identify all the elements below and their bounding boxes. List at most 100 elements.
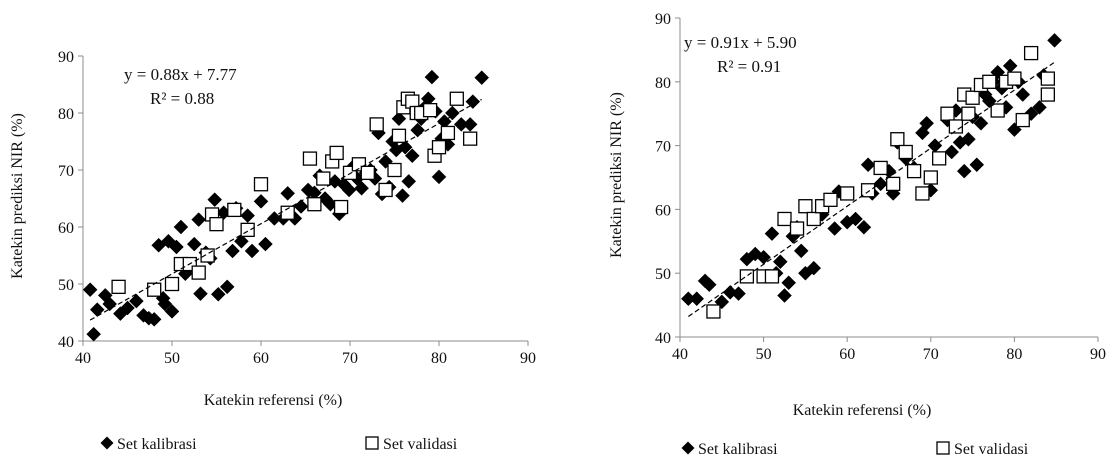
x-axis-label: Katekin referensi (%) <box>793 402 932 419</box>
r-squared-label: R² = 0.88 <box>150 89 214 108</box>
r-squared-label: R² = 0.91 <box>717 57 781 76</box>
point-kalibrasi <box>341 182 357 198</box>
point-validasi <box>378 182 393 198</box>
point-validasi <box>777 211 792 227</box>
x-tick-label: 50 <box>164 350 180 367</box>
point-validasi <box>302 151 318 166</box>
point-kalibrasi <box>207 192 223 207</box>
point-validasi <box>431 140 447 155</box>
point-kalibrasi <box>1002 58 1018 74</box>
legend-marker-validasi <box>365 436 379 450</box>
point-validasi <box>440 125 456 141</box>
legend-marker-kalibrasi <box>681 441 695 455</box>
point-kalibrasi <box>120 300 135 316</box>
point-kalibrasi <box>157 296 173 312</box>
point-kalibrasi <box>129 293 144 309</box>
point-kalibrasi <box>772 254 788 270</box>
point-kalibrasi <box>234 233 249 249</box>
x-tick-label: 80 <box>431 350 447 367</box>
point-kalibrasi <box>146 311 162 327</box>
legend-marker-validasi <box>936 441 950 455</box>
point-kalibrasi <box>856 219 872 235</box>
y-tick-label: 70 <box>655 139 671 156</box>
point-kalibrasi <box>240 208 256 223</box>
point-kalibrasi <box>89 302 105 318</box>
point-validasi <box>860 183 876 198</box>
point-kalibrasi <box>1032 99 1047 115</box>
point-kalibrasi <box>210 286 226 302</box>
legend-label-validasi: Set validasi <box>383 436 458 453</box>
point-validasi <box>391 128 407 143</box>
point-validasi <box>111 279 126 295</box>
point-validasi <box>1040 87 1055 102</box>
point-kalibrasi <box>431 169 447 185</box>
point-validasi <box>990 103 1005 118</box>
point-kalibrasi <box>258 236 273 252</box>
point-kalibrasi <box>1047 32 1062 48</box>
point-kalibrasi <box>462 117 478 132</box>
point-validasi <box>806 211 821 227</box>
legend-label-validasi: Set validasi <box>954 441 1029 458</box>
x-tick-label: 80 <box>1006 346 1022 363</box>
point-validasi <box>890 132 905 147</box>
x-tick-label: 40 <box>672 346 688 363</box>
y-tick-label: 50 <box>58 277 74 294</box>
x-tick-label: 70 <box>342 350 358 367</box>
y-tick-label: 80 <box>58 106 74 123</box>
point-kalibrasi <box>164 304 180 319</box>
point-kalibrasi <box>764 226 780 241</box>
point-kalibrasi <box>86 326 102 342</box>
point-kalibrasi <box>961 131 976 147</box>
point-kalibrasi <box>848 211 863 227</box>
point-kalibrasi <box>404 148 420 164</box>
point-validasi <box>227 202 242 218</box>
point-kalibrasi <box>424 69 440 85</box>
x-tick-label: 40 <box>75 350 91 367</box>
point-validasi <box>307 197 322 212</box>
trendline <box>688 61 1055 318</box>
point-kalibrasi <box>444 105 460 121</box>
point-kalibrasi <box>873 176 888 192</box>
y-tick-label: 40 <box>58 334 74 351</box>
point-validasi <box>369 117 384 132</box>
point-validasi <box>823 192 838 207</box>
point-kalibrasi <box>474 70 490 86</box>
point-validasi <box>764 269 780 284</box>
point-kalibrasi <box>806 260 822 276</box>
point-kalibrasi <box>244 243 260 259</box>
point-kalibrasi <box>219 279 235 295</box>
point-validasi <box>873 160 888 176</box>
point-kalibrasi <box>1015 87 1031 102</box>
point-kalibrasi <box>173 219 189 235</box>
point-kalibrasi <box>253 193 269 209</box>
point-kalibrasi <box>860 157 876 173</box>
point-kalibrasi <box>777 288 792 303</box>
point-validasi <box>462 131 478 146</box>
y-tick-label: 90 <box>58 49 74 66</box>
point-kalibrasi <box>793 243 809 259</box>
point-kalibrasi <box>193 286 208 302</box>
y-tick-label: 50 <box>655 266 671 283</box>
x-axis-label: Katekin referensi (%) <box>204 392 343 409</box>
point-validasi <box>449 91 464 106</box>
x-tick-label: 60 <box>253 350 269 367</box>
point-validasi <box>948 119 964 134</box>
point-kalibrasi <box>225 243 240 259</box>
point-kalibrasi <box>731 286 746 301</box>
legend-label-kalibrasi: Set kalibrasi <box>698 441 778 458</box>
point-kalibrasi <box>973 115 989 131</box>
point-kalibrasi <box>186 236 202 252</box>
point-validasi <box>961 106 976 121</box>
point-validasi <box>1040 71 1055 86</box>
point-validasi <box>898 144 913 160</box>
chart-left: 40 50 60 70 80 90 40 50 60 70 80 90 Katekin referens… <box>9 49 536 453</box>
point-kalibrasi <box>354 180 369 196</box>
point-kalibrasi <box>944 144 960 160</box>
point-validasi <box>1023 45 1039 61</box>
point-validasi <box>982 74 997 89</box>
point-validasi <box>1007 71 1022 86</box>
point-validasi <box>329 145 344 161</box>
point-kalibrasi <box>82 282 98 298</box>
point-validasi <box>940 106 955 121</box>
